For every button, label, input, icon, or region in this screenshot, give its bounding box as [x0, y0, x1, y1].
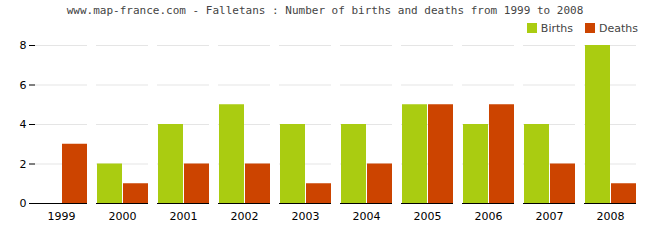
svg-text:2007: 2007: [536, 210, 564, 223]
svg-text:0: 0: [20, 197, 27, 210]
svg-text:6: 6: [20, 79, 27, 92]
svg-text:8: 8: [20, 39, 27, 52]
svg-text:2004: 2004: [353, 210, 381, 223]
svg-text:4: 4: [20, 118, 27, 131]
html-text:Deaths: Deaths: [599, 21, 638, 35]
html-text:www.map-france.com - Falletans: www.map-france.com - Falletans : Number …: [66, 4, 584, 17]
svg-text:1999: 1999: [48, 210, 76, 223]
svg-text:2008: 2008: [597, 210, 625, 223]
svg-text:2: 2: [20, 158, 27, 171]
svg-text:2002: 2002: [231, 210, 259, 223]
svg-text:2001: 2001: [170, 210, 198, 223]
svg-text:2003: 2003: [292, 210, 320, 223]
svg-text:2000: 2000: [109, 210, 137, 223]
svg-text:2006: 2006: [475, 210, 503, 223]
svg-text:2005: 2005: [414, 210, 442, 223]
html-text:Births: Births: [540, 21, 573, 35]
